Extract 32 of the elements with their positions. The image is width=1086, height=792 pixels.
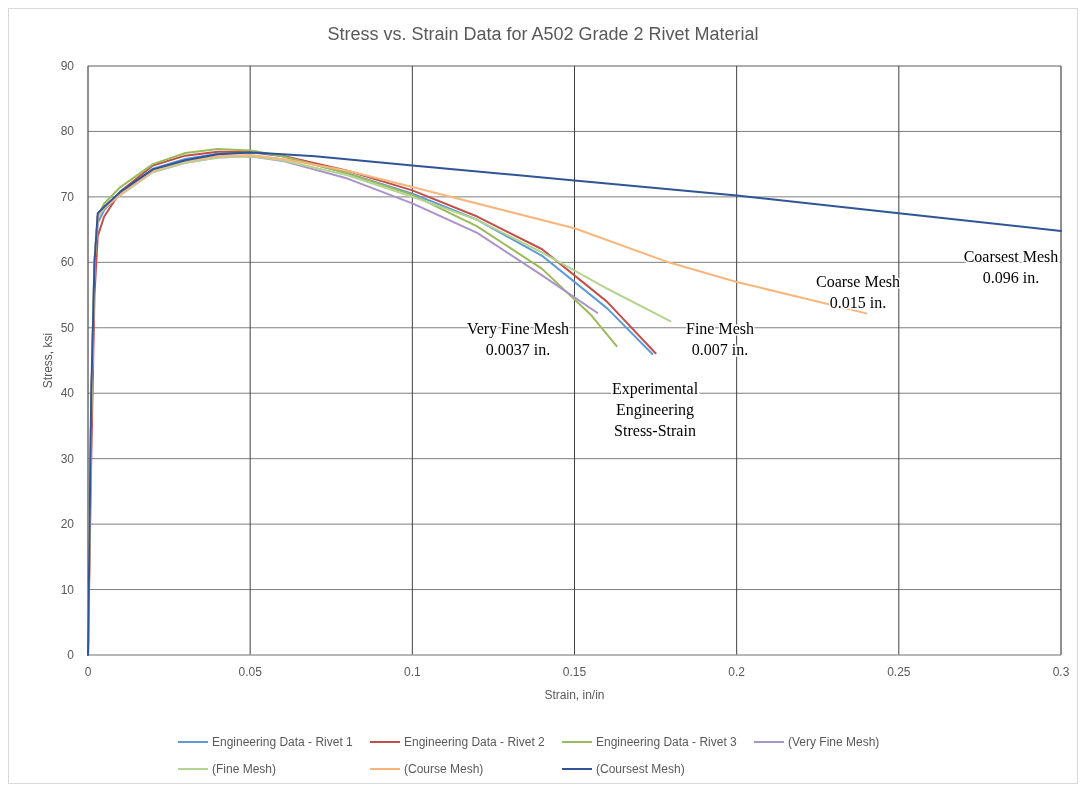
legend-label: (Coursest Mesh): [596, 762, 685, 776]
y-tick-label: 80: [60, 124, 75, 139]
y-tick-label: 20: [60, 517, 75, 532]
chart-title: Stress vs. Strain Data for A502 Grade 2 Rivet Material: [327, 24, 759, 44]
y-tick-label: 60: [60, 255, 75, 270]
y-tick-label: 30: [60, 451, 75, 466]
x-axis-title: Strain, in/in: [544, 688, 605, 702]
x-tick-label: 0.25: [887, 665, 911, 679]
x-tick-label: 0.15: [562, 665, 587, 679]
annotation: Coarsest Mesh 0.096 in.: [963, 248, 1059, 286]
legend-label: Engineering Data - Rivet 3: [596, 735, 738, 749]
x-tick-label: 0.1: [403, 665, 421, 679]
x-tick-label: 0.3: [1052, 665, 1070, 679]
line-series: [87, 151, 1062, 656]
legend-label: (Very Fine Mesh): [788, 735, 880, 749]
legend-label: Engineering Data - Rivet 1: [212, 735, 354, 749]
annotation: Very Fine Mesh 0.0037 in.: [466, 320, 570, 358]
y-tick-label: 70: [60, 189, 75, 204]
legend-label: (Course Mesh): [404, 762, 484, 776]
y-tick-label: 90: [60, 59, 75, 73]
annotation: Coarse Mesh 0.015 in.: [816, 273, 900, 311]
y-tick-label: 40: [60, 386, 75, 401]
y-tick-label: 50: [60, 320, 75, 335]
legend-label: Engineering Data - Rivet 2: [404, 735, 546, 749]
annotation: Experimental Engineering Stress-Strain: [611, 380, 699, 439]
legend-label: (Fine Mesh): [212, 762, 277, 776]
y-axis-title: Stress, ksi: [41, 332, 55, 389]
y-tick-label: 0: [67, 648, 75, 662]
x-tick-label: 0: [84, 665, 92, 679]
y-tick-label: 10: [60, 582, 75, 597]
x-tick-label: 0.2: [728, 665, 746, 679]
x-tick-label: 0.05: [238, 665, 263, 679]
